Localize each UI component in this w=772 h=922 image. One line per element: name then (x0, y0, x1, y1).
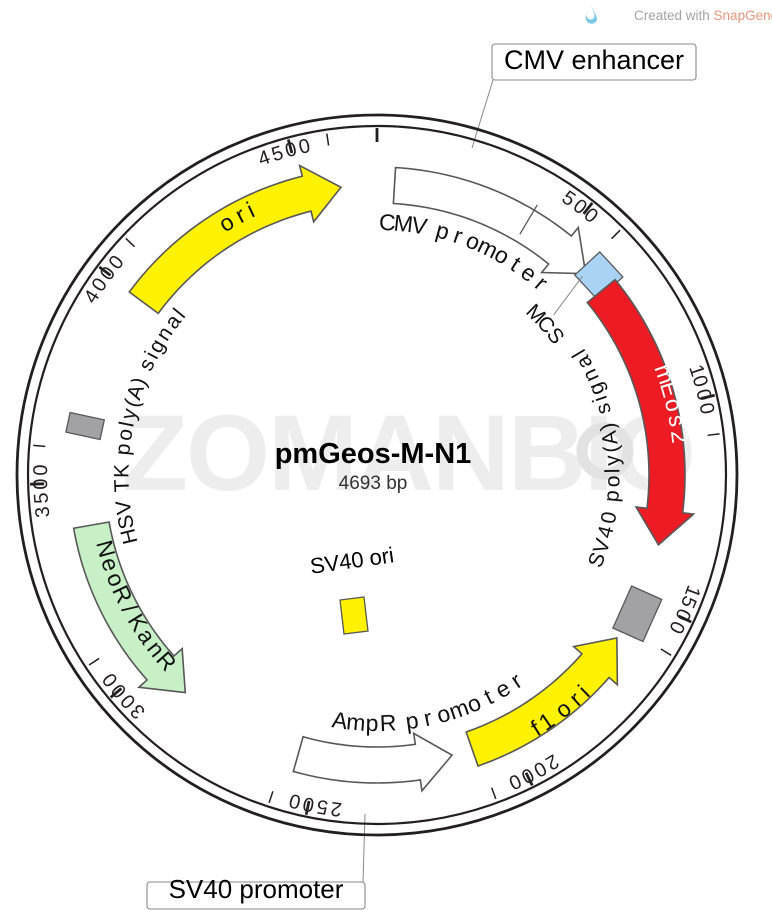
svg-text:0: 0 (287, 789, 303, 813)
svg-text:0: 0 (691, 387, 715, 403)
svg-text:Created with SnapGene®: Created with SnapGene® (634, 7, 772, 23)
svg-text:p: p (433, 216, 452, 244)
svg-text:5: 5 (30, 492, 53, 505)
svg-text:0: 0 (297, 135, 313, 159)
svg-text:y: y (601, 454, 625, 466)
svg-text:SV40 ori: SV40 ori (308, 542, 395, 579)
svg-text:V: V (410, 211, 430, 239)
svg-text:0: 0 (30, 464, 52, 475)
svg-text:o: o (601, 475, 624, 487)
svg-text:SV40 promoter: SV40 promoter (169, 874, 344, 904)
svg-text:r: r (421, 704, 434, 731)
svg-text:2: 2 (329, 797, 343, 820)
svg-text:4693 bp: 4693 bp (339, 473, 408, 494)
svg-text:V: V (112, 499, 137, 516)
svg-text:p: p (365, 710, 378, 736)
svg-text:CMV enhancer: CMV enhancer (504, 45, 684, 75)
svg-text:p: p (600, 489, 624, 503)
svg-text:pmGeos-M-N1: pmGeos-M-N1 (275, 438, 472, 470)
svg-text:K: K (110, 464, 133, 478)
svg-text:p: p (404, 707, 420, 735)
svg-text:R: R (379, 709, 397, 736)
svg-text:3: 3 (31, 505, 54, 518)
svg-text:0: 0 (694, 401, 718, 416)
svg-text:l: l (601, 468, 624, 473)
svg-text:5: 5 (315, 795, 330, 819)
svg-text:0: 0 (301, 792, 316, 816)
svg-text:T: T (110, 479, 134, 493)
svg-text:0: 0 (30, 478, 52, 490)
svg-text:p: p (111, 442, 135, 456)
svg-text:0: 0 (283, 138, 299, 162)
